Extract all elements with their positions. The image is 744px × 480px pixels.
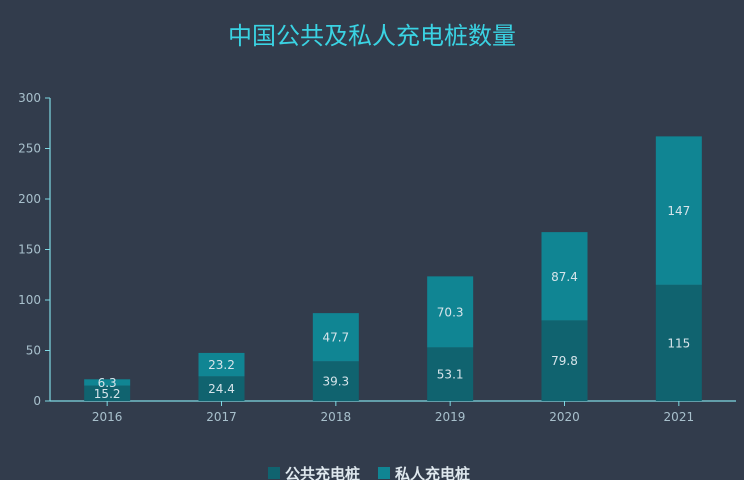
bar-public-2020: [541, 320, 588, 401]
bar-public-2017: [198, 376, 245, 401]
data-label: 79.8: [551, 354, 578, 368]
y-tick-label: 250: [18, 142, 41, 156]
y-tick-label: 100: [18, 293, 41, 307]
data-label: 15.2: [94, 387, 121, 401]
data-label: 115: [667, 336, 690, 350]
legend-swatch: [378, 467, 390, 479]
y-tick-label: 300: [18, 91, 41, 105]
x-tick-label: 2018: [321, 410, 352, 424]
x-tick-label: 2019: [435, 410, 466, 424]
bar-private-2021: [655, 136, 702, 285]
data-label: 24.4: [208, 382, 235, 396]
legend-swatch: [268, 467, 280, 479]
data-label: 39.3: [322, 375, 349, 389]
x-tick-label: 2017: [206, 410, 237, 424]
data-label: 147: [667, 204, 690, 218]
x-tick-label: 2016: [92, 410, 123, 424]
legend-label: 私人充电桩: [394, 465, 470, 480]
bar-public-2016: [84, 385, 131, 401]
data-label: 47.7: [322, 331, 349, 345]
y-tick-label: 50: [26, 344, 41, 358]
bar-private-2019: [427, 276, 474, 348]
x-tick-label: 2021: [664, 410, 695, 424]
y-tick-label: 150: [18, 243, 41, 257]
data-label: 6.3: [98, 376, 117, 390]
data-label: 87.4: [551, 270, 578, 284]
chart-title: 中国公共及私人充电桩数量: [228, 22, 516, 50]
legend-label: 公共充电桩: [285, 465, 360, 480]
bar-private-2016: [84, 379, 131, 386]
data-label: 23.2: [208, 358, 235, 372]
bar-public-2019: [427, 347, 474, 401]
bar-public-2018: [312, 361, 359, 401]
x-tick-label: 2020: [549, 410, 580, 424]
bar-public-2021: [655, 284, 702, 401]
bar-private-2017: [198, 352, 245, 377]
y-tick-label: 0: [33, 394, 41, 408]
data-label: 70.3: [437, 305, 464, 319]
y-tick-label: 200: [18, 192, 41, 206]
bar-private-2018: [312, 313, 359, 362]
bar-private-2020: [541, 232, 588, 321]
data-label: 53.1: [437, 368, 464, 382]
